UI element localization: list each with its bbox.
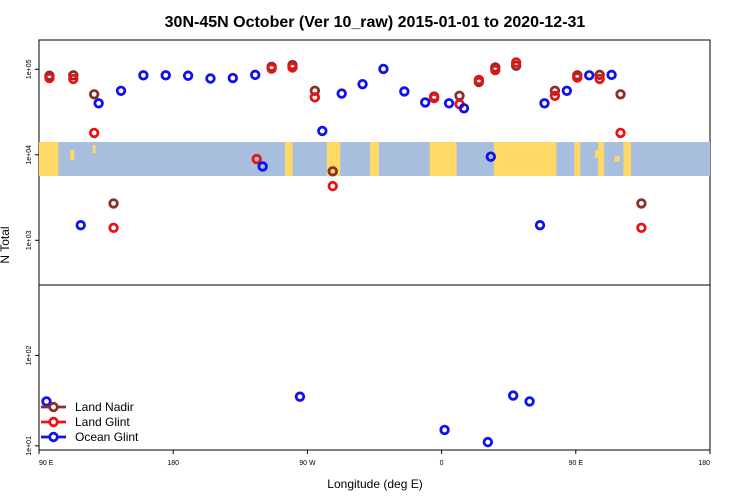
data-points	[41, 57, 647, 448]
ocean-glint-point	[482, 436, 494, 448]
ocean-glint-point	[138, 70, 149, 81]
ocean-glint-point	[257, 161, 268, 172]
x-axis-label: Longitude (deg E)	[327, 477, 422, 491]
map-island	[92, 145, 96, 153]
land-glint-point	[309, 92, 321, 103]
y-axis-ticks: 1e+03 1e+04 1e+05 1e+01 1e+02	[26, 59, 39, 456]
map-ocean-segment	[292, 142, 327, 176]
x-tick-label: 90 E	[39, 460, 54, 467]
map-ocean-segment	[556, 142, 575, 176]
ocean-glint-point	[419, 97, 431, 108]
y-tick-label: 1e+02	[26, 345, 33, 365]
ocean-glint-point	[399, 86, 410, 97]
legend-label-land-glint: Land Glint	[75, 415, 130, 429]
ocean-glint-point	[250, 69, 261, 81]
map-island	[614, 156, 620, 162]
ocean-glint-point	[336, 88, 347, 99]
x-tick-label: 0	[440, 460, 444, 467]
ocean-glint-point	[485, 151, 497, 162]
ocean-glint-point	[539, 98, 550, 109]
x-tick-label: 180	[167, 460, 179, 467]
map-ocean-segment	[340, 142, 371, 176]
land-glint-point	[68, 73, 79, 85]
ocean-glint-point	[357, 78, 368, 90]
ocean-glint-point	[606, 69, 617, 81]
land-glint-point	[490, 64, 501, 76]
y-tick-label: 1e+03	[26, 230, 33, 250]
land-nadir-point	[108, 198, 119, 209]
x-tick-label: 90 E	[569, 460, 584, 467]
ocean-glint-point	[458, 103, 470, 114]
land-nadir-point	[88, 89, 100, 100]
ocean-glint-point	[317, 125, 328, 137]
ocean-glint-point	[205, 73, 216, 84]
land-glint-point	[287, 62, 298, 73]
ocean-glint-point	[584, 70, 595, 81]
land-glint-point	[549, 90, 561, 101]
y-tick-label: 1e+04	[26, 145, 33, 165]
map-ocean-segment	[604, 142, 624, 176]
land-glint-point	[44, 72, 55, 84]
land-glint-point	[88, 127, 100, 139]
ocean-glint-point	[439, 424, 450, 436]
ocean-glint-point	[160, 70, 171, 81]
ocean-glint-point	[115, 85, 127, 97]
legend-label-land-nadir: Land Nadir	[75, 400, 134, 414]
land-nadir-point	[454, 90, 465, 101]
land-nadir-point	[594, 69, 605, 81]
ocean-glint-point	[93, 98, 104, 109]
land-glint-point	[594, 73, 605, 85]
ocean-glint-point	[443, 98, 455, 109]
map-island	[70, 150, 75, 160]
x-tick-label: 180	[698, 460, 710, 467]
ocean-glint-point	[294, 391, 306, 402]
land-nadir-point	[327, 166, 338, 177]
land-glint-point	[266, 63, 277, 74]
land-glint-point	[473, 74, 485, 86]
x-axis-ticks: 90 E 180 90 W 0 90 E 180	[38, 450, 711, 467]
land-nadir-point	[68, 70, 79, 81]
chart-title: 30N-45N October (Ver 10_raw) 2015-01-01 …	[165, 14, 586, 31]
land-glint-point	[510, 57, 522, 68]
land-glint-point	[327, 180, 338, 192]
ocean-glint-point	[227, 72, 239, 84]
y-tick-label: 1e+05	[26, 59, 33, 79]
y-tick-label: 1e+01	[26, 436, 33, 456]
ocean-glint-point	[75, 220, 86, 231]
land-glint-point	[108, 222, 119, 233]
ocean-glint-point	[524, 396, 535, 407]
land-glint-point	[428, 92, 440, 104]
land-nadir-point	[549, 85, 561, 97]
land-glint-point	[615, 127, 626, 139]
map-island	[595, 150, 600, 158]
plot-frame	[38, 39, 711, 451]
ocean-glint-point	[41, 396, 52, 407]
map-ocean-segment	[378, 142, 430, 176]
legend-marker-land-glint	[48, 416, 59, 428]
x-tick-label: 90 W	[299, 460, 316, 467]
ocean-glint-point	[507, 390, 519, 401]
land-nadir-point	[615, 89, 626, 100]
land-nadir-point	[636, 198, 647, 209]
land-glint-point	[251, 153, 262, 165]
ocean-glint-point	[378, 63, 389, 75]
world-map-strip	[39, 142, 710, 176]
legend-label-ocean-glint: Ocean Glint	[75, 430, 139, 444]
legend-marker-land-nadir	[48, 401, 59, 413]
map-ocean-segment	[630, 142, 710, 176]
land-glint-point	[572, 72, 583, 83]
land-glint-point	[636, 222, 647, 233]
ocean-glint-point	[182, 70, 194, 81]
y-axis-label: N Total	[0, 226, 12, 263]
legend-marker-ocean-glint	[48, 431, 59, 443]
map-ocean-segment	[580, 142, 599, 176]
ocean-glint-point	[561, 85, 573, 97]
ocean-glint-point	[534, 220, 546, 231]
map-ocean-segment	[58, 142, 286, 176]
